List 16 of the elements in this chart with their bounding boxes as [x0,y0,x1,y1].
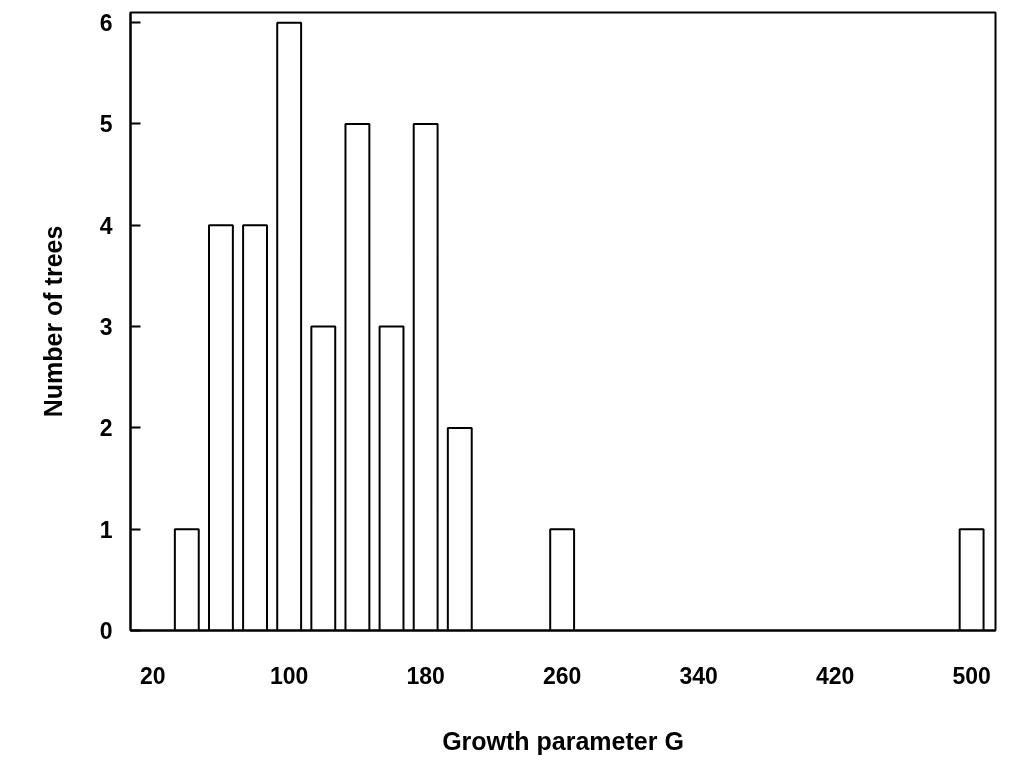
y-tick-label: 4 [99,212,113,239]
x-tick-label: 20 [139,662,166,689]
y-tick-label: 3 [99,314,113,341]
x-tick-label: 180 [406,662,445,689]
x-axis-title: Growth parameter G [442,726,684,755]
x-tick-label: 420 [815,662,855,689]
x-tick-label: 260 [542,662,582,689]
x-tick-label: 100 [269,662,309,689]
y-tick-label: 2 [99,415,113,442]
x-tick-label: 340 [679,662,718,689]
x-tick-label: 500 [952,662,991,689]
y-tick-label: 5 [99,111,113,138]
y-tick-label: 0 [99,618,113,644]
y-axis-title: Number of trees [38,225,67,418]
y-tick-label: 6 [99,10,113,37]
y-tick-label: 1 [99,516,113,543]
